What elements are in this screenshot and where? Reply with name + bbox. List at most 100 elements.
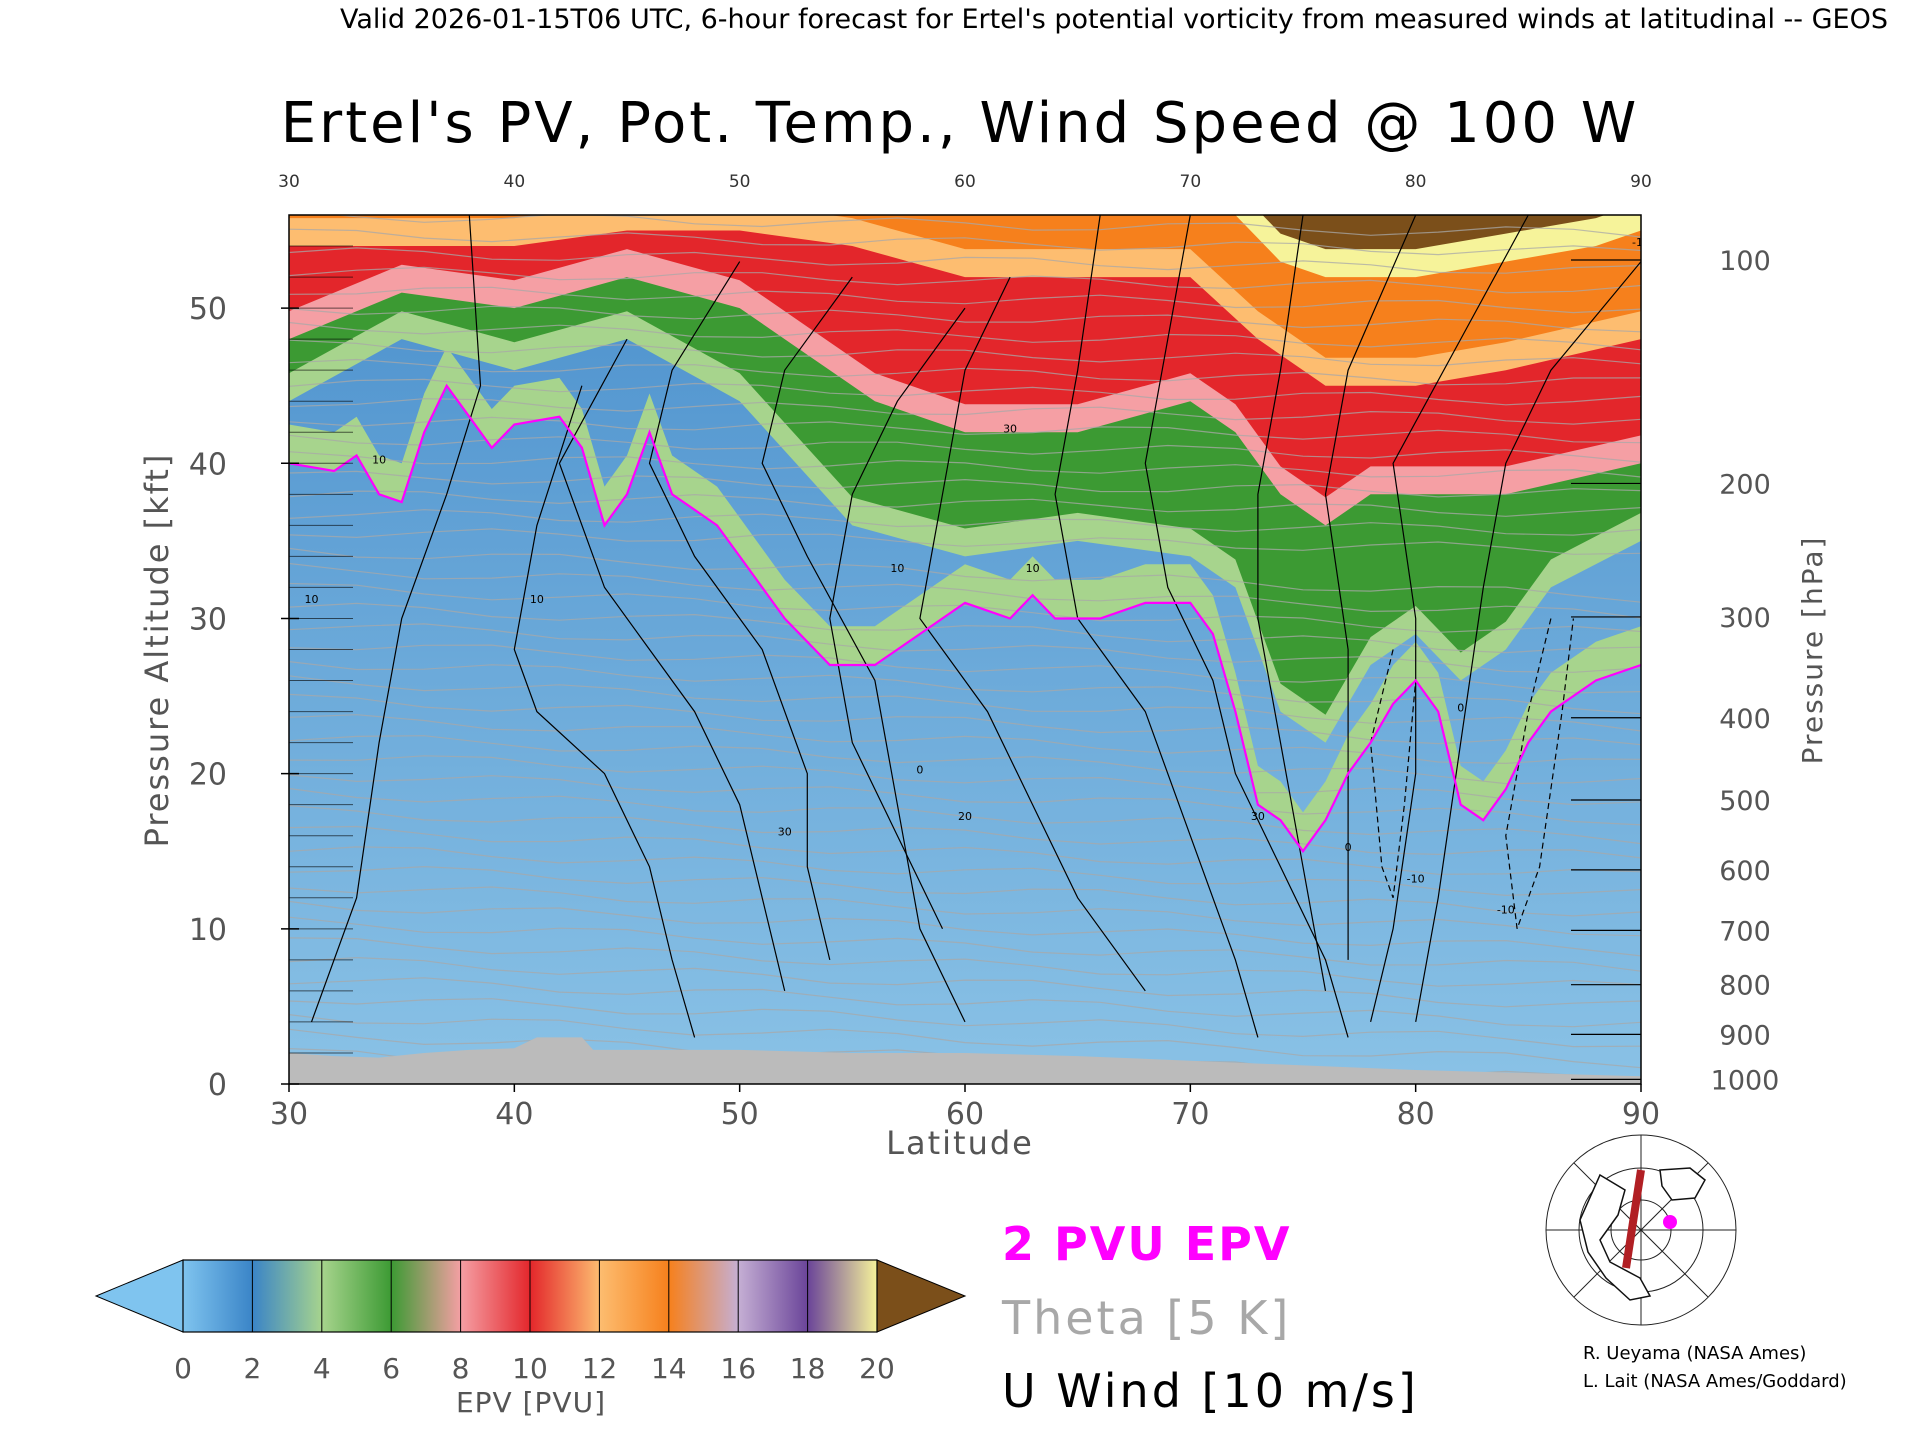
u-wind-contour — [558, 338, 786, 992]
legend-epv: 2 PVU EPV — [1002, 1217, 1291, 1271]
x-axis: 30 40 50 60 70 80 90 — [270, 1084, 1660, 1132]
wind-contour-label: 10 — [372, 453, 386, 466]
y-axis-label: Pressure Altitude [kft] — [138, 453, 176, 848]
colorbar-segment — [807, 1260, 878, 1332]
colorbar-tick-label: 14 — [651, 1352, 687, 1385]
theta-contour — [289, 451, 1641, 478]
u-wind-contour — [648, 261, 831, 961]
colorbar-segment — [530, 1260, 600, 1332]
y-tick-label: 0 — [208, 1068, 227, 1103]
theta-contour — [289, 547, 1641, 603]
theta-contour — [289, 398, 1641, 425]
pressure-tick-label: 500 — [1719, 786, 1771, 817]
pressure-tick-label: 600 — [1719, 856, 1771, 887]
theta-contour — [289, 321, 1641, 351]
u-wind-contour — [829, 307, 966, 930]
locator-map — [1543, 1134, 1739, 1326]
theta-contour — [289, 774, 1641, 826]
colorbar-segment — [738, 1260, 809, 1332]
theta-contour — [289, 562, 1641, 619]
pressure-tick-label: 200 — [1719, 469, 1771, 500]
u-wind-negative-contour — [1505, 618, 1574, 930]
x-top-tick-label: 60 — [954, 172, 976, 192]
colorbar-tick-label: 8 — [452, 1352, 470, 1385]
pressure-tick-label: 900 — [1719, 1020, 1771, 1051]
colorbar-tick-label: 12 — [582, 1352, 618, 1385]
theta-contour — [289, 339, 1641, 367]
u-wind-contour — [761, 276, 966, 1023]
tropopause-2pvu-contour — [289, 383, 1641, 854]
epv-band — [289, 215, 1641, 250]
theta-contour — [289, 228, 1641, 256]
theta-contour — [289, 247, 1641, 274]
theta-contour — [289, 846, 1641, 897]
x-tick-label: 70 — [1171, 1097, 1209, 1132]
colorbar-tick-label: 2 — [243, 1352, 261, 1385]
wind-contour-label: -10 — [1497, 903, 1515, 916]
legend-u-wind: U Wind [10 m/s] — [1002, 1364, 1419, 1418]
x-axis-label: Latitude — [886, 1124, 1034, 1162]
x-tick-label: 50 — [721, 1097, 759, 1132]
pressure-axis: 100 200 300 400 500 600 700 800 900 1000 — [1571, 246, 1779, 1096]
map-coastline — [1579, 1173, 1652, 1301]
theta-contour — [289, 528, 1641, 555]
u-wind-contour — [310, 215, 482, 1023]
theta-contour — [332, 215, 1641, 238]
theta-contour — [289, 378, 1641, 406]
theta-contour — [289, 865, 1641, 917]
colorbar-segment — [183, 1260, 253, 1332]
colorbar-under-arrow — [94, 1259, 184, 1333]
map-cross-section-line — [1622, 1169, 1645, 1269]
terrain-mask — [289, 1037, 1641, 1084]
theta-contours — [289, 215, 1641, 1084]
theta-contour — [289, 1014, 1641, 1069]
x-top-tick-label: 90 — [1630, 172, 1652, 192]
wind-contour-label: 10 — [530, 593, 544, 606]
wind-contour-label: 10 — [890, 562, 904, 575]
map-coastline — [1659, 1167, 1706, 1201]
y-tick-label: 50 — [189, 292, 227, 327]
pressure-tick-label: 800 — [1719, 971, 1771, 1002]
u-wind-contour — [1415, 261, 1641, 1023]
colorbar-tick-label: 0 — [174, 1352, 192, 1385]
y-tick-label: 30 — [189, 602, 227, 637]
forecast-caption: Valid 2026-01-15T06 UTC, 6-hour forecast… — [340, 4, 1888, 35]
pressure-tick-label: 400 — [1719, 704, 1771, 735]
epv-band-transition — [289, 346, 1641, 852]
theta-contour — [289, 937, 1641, 987]
wind-contour-label: 0 — [916, 764, 923, 777]
legend-theta: Theta [5 K] — [1001, 1291, 1291, 1345]
colorbar-tick-label: 10 — [512, 1352, 548, 1385]
colorbar-segment — [668, 1260, 739, 1332]
theta-contour — [289, 825, 1641, 875]
theta-contour — [289, 305, 1641, 333]
wind-contour-label: 10 — [1026, 562, 1040, 575]
x-tick-label: 40 — [495, 1097, 533, 1132]
wind-contour-label: 30 — [778, 826, 792, 839]
theta-contour — [289, 286, 1641, 314]
theta-contour — [289, 490, 1641, 517]
u-wind-contour — [1257, 215, 1327, 992]
pressure-tick-label: 300 — [1719, 603, 1771, 634]
colorbar-segment — [460, 1260, 531, 1332]
theta-contour — [289, 805, 1641, 859]
pressure-axis-label: Pressure [hPa] — [1796, 536, 1829, 765]
colorbar-tick-label: 16 — [720, 1352, 756, 1385]
colorbar-tick-label: 4 — [313, 1352, 331, 1385]
theta-contour — [289, 886, 1641, 937]
theta-contour — [289, 977, 1641, 1028]
wind-contour-label: 0 — [1345, 841, 1352, 854]
theta-contour — [289, 787, 1641, 845]
x-tick-label: 80 — [1397, 1097, 1435, 1132]
credit-line-1: R. Ueyama (NASA Ames) — [1583, 1343, 1806, 1364]
map-location-dot — [1663, 1215, 1677, 1229]
credit-line-2: L. Lait (NASA Ames/Goddard) — [1583, 1371, 1847, 1392]
x-top-tick-label: 70 — [1180, 172, 1202, 192]
u-wind-contour — [919, 276, 1146, 992]
wind-contour-label: -10 — [1407, 872, 1425, 885]
u-wind-contour — [1324, 215, 1417, 960]
x-tick-label: 90 — [1622, 1097, 1660, 1132]
y-tick-label: 40 — [189, 447, 227, 482]
u-wind-contour — [1144, 215, 1349, 1038]
